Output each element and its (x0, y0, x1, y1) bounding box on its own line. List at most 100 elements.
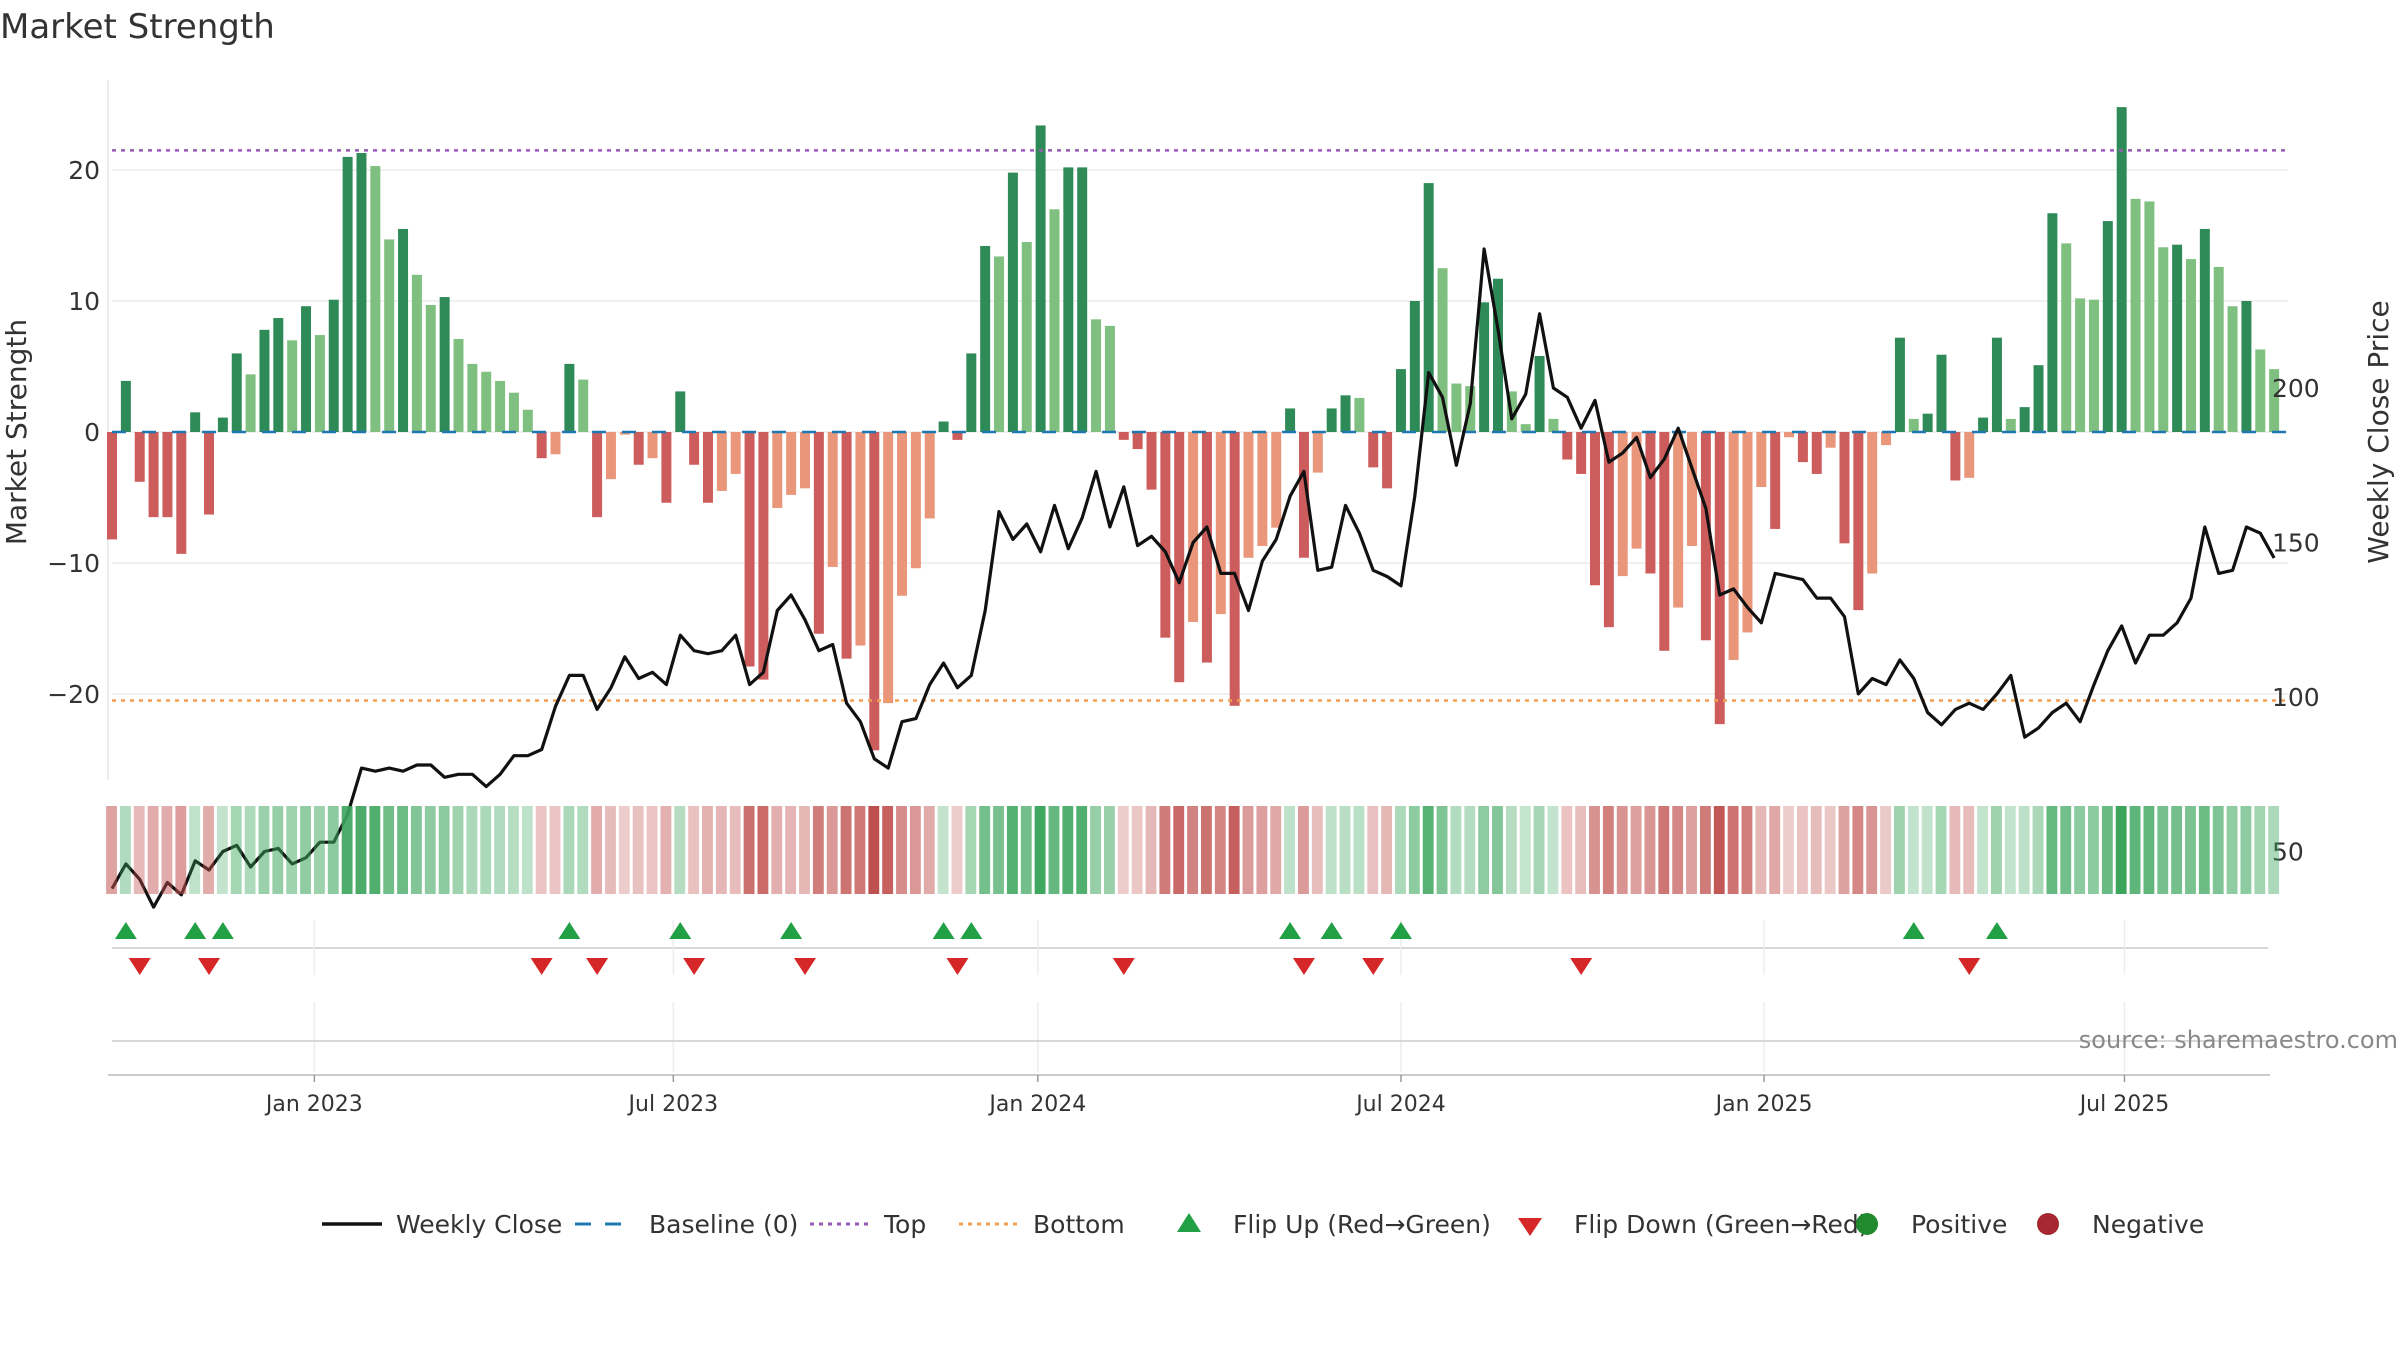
heat-cell (937, 806, 949, 894)
heat-cell (1020, 806, 1032, 894)
flip-up-marker (558, 922, 581, 939)
heat-cell (1852, 806, 1864, 894)
heat-cell (1533, 806, 1545, 894)
heat-cell (1630, 806, 1642, 894)
flip-markers-panel (112, 920, 2268, 975)
strength-bar (786, 432, 797, 495)
strength-bar (370, 166, 381, 432)
heat-cell (1505, 806, 1517, 894)
source-credit: source: sharemaestro.com (2079, 1026, 2398, 1054)
strength-bar (245, 374, 256, 432)
strength-bar (287, 340, 298, 432)
heat-cell (1575, 806, 1587, 894)
strength-bar (1742, 432, 1753, 633)
heat-cell (757, 806, 769, 894)
heat-cell (688, 806, 700, 894)
strength-bar (1881, 432, 1892, 446)
strength-bar (550, 432, 561, 455)
strength-bar (1853, 432, 1864, 611)
strength-bar (1340, 395, 1351, 432)
strength-bar (1423, 183, 1434, 432)
heat-cell (1644, 806, 1656, 894)
strength-bar (827, 432, 838, 567)
heat-cell (1769, 806, 1781, 894)
heat-cell (660, 806, 672, 894)
heat-cell (743, 806, 755, 894)
strength-bar (1645, 432, 1656, 574)
heat-cell (549, 806, 561, 894)
strength-bar (2130, 198, 2141, 432)
strength-bar (841, 432, 852, 659)
left-tick-label: 20 (68, 156, 100, 185)
left-axis-label: Market Strength (0, 319, 33, 545)
strength-bar (439, 297, 450, 432)
heat-cell (882, 806, 894, 894)
x-tick-label: Jan 2023 (264, 1092, 363, 1117)
legend: Weekly Close Baseline (0) Top Bottom Flip Up… (322, 1210, 2204, 1239)
strength-bar (592, 432, 603, 518)
heat-cell (1090, 806, 1101, 894)
weekly-close-series (110, 247, 2276, 909)
heat-cell (341, 806, 353, 894)
left-tick-label: 0 (84, 418, 100, 447)
heat-cell (1117, 806, 1129, 894)
strength-bar (1797, 432, 1808, 463)
flip-up-marker (1985, 922, 2008, 939)
strength-bar (2269, 369, 2280, 432)
heat-cell (577, 806, 589, 894)
heat-cell (355, 806, 367, 894)
strength-bar (1534, 356, 1545, 432)
heat-cell (1713, 806, 1725, 894)
strength-bar (564, 363, 575, 432)
heat-cell (438, 806, 450, 894)
strength-bar (1922, 413, 1933, 432)
left-tick-label: 10 (68, 287, 100, 316)
strength-bar (1118, 432, 1129, 440)
strength-bar (1063, 167, 1074, 432)
legend-item: Baseline (0) (575, 1210, 798, 1239)
strength-bar (1188, 432, 1199, 622)
flip-down-marker (1112, 958, 1135, 975)
strength-bar (148, 432, 159, 518)
heat-cell (397, 806, 408, 894)
flip-up-marker (960, 922, 983, 939)
heat-cell (189, 806, 201, 894)
heat-cell (313, 806, 325, 894)
heat-cell (1977, 806, 1989, 894)
heat-cell (605, 806, 616, 894)
flip-down-marker (1362, 958, 1385, 975)
strength-bar (1326, 408, 1337, 432)
heat-cell (1658, 806, 1670, 894)
strength-bar (536, 432, 547, 459)
heat-cell (1103, 806, 1115, 894)
heat-cell (383, 806, 395, 894)
heat-cell (979, 806, 991, 894)
left-tick-label: −10 (47, 549, 100, 578)
heat-cell (1436, 806, 1448, 894)
heat-cell (563, 806, 575, 894)
strength-bar (481, 371, 492, 432)
strength-bar (966, 353, 977, 432)
strength-bar (883, 432, 894, 704)
weekly-close-line (110, 247, 2276, 909)
strength-bar (2116, 107, 2127, 433)
legend-label: Weekly Close (396, 1210, 562, 1239)
strength-bar (2158, 247, 2169, 432)
heat-cell (674, 806, 686, 894)
strength-bar (800, 432, 810, 489)
heat-cell (327, 806, 339, 894)
x-axis: Jan 2023 Jul 2023 Jan 2024 Jul 2024 Jan 2025… (108, 1074, 2270, 1117)
heat-cell (1727, 806, 1739, 894)
heat-cell (1561, 806, 1573, 894)
heat-cell (1339, 806, 1351, 894)
strength-bar (1049, 209, 1060, 432)
flip-down-marker (530, 958, 553, 975)
legend-label: Flip Down (Green→Red) (1574, 1210, 1869, 1239)
heat-cell (133, 806, 145, 894)
heat-cell (203, 806, 214, 894)
heat-cell (1893, 806, 1905, 894)
right-tick-label: 100 (2272, 683, 2320, 712)
legend-item: Weekly Close (322, 1210, 562, 1239)
legend-label: Positive (1911, 1210, 2007, 1239)
strength-bar (2185, 259, 2196, 432)
